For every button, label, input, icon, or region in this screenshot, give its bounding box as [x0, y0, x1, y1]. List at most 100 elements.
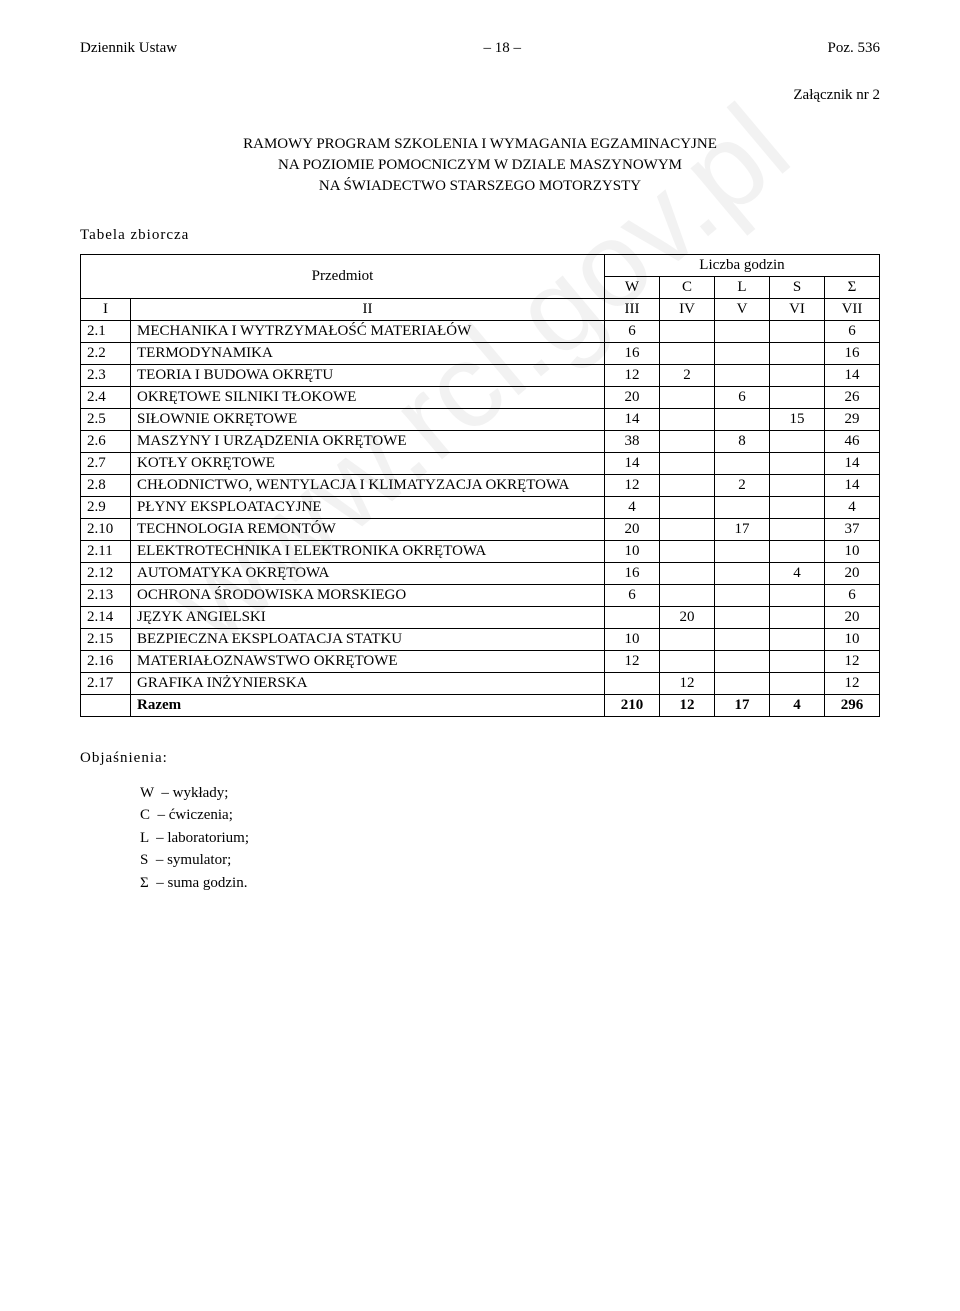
row-name: PŁYNY EKSPLOATACYJNE — [131, 497, 605, 519]
col-Sum: Σ — [825, 277, 880, 299]
table-row: 2.15BEZPIECZNA EKSPLOATACJA STATKU1010 — [81, 629, 880, 651]
row-Sum: 16 — [825, 343, 880, 365]
razem-label: Razem — [131, 695, 605, 717]
idx-V: V — [715, 299, 770, 321]
row-name: TEORIA I BUDOWA OKRĘTU — [131, 365, 605, 387]
row-C — [660, 409, 715, 431]
row-S — [770, 541, 825, 563]
header-przedmiot: Przedmiot — [81, 255, 605, 299]
explanations: Objaśnienia: W – wykłady; C – ćwiczenia;… — [80, 747, 880, 894]
row-W: 12 — [605, 365, 660, 387]
table-row: 2.7KOTŁY OKRĘTOWE1414 — [81, 453, 880, 475]
row-Sum: 46 — [825, 431, 880, 453]
row-num: 2.2 — [81, 343, 131, 365]
row-C — [660, 475, 715, 497]
row-num: 2.8 — [81, 475, 131, 497]
row-S — [770, 629, 825, 651]
row-C — [660, 431, 715, 453]
header-right: Poz. 536 — [828, 40, 881, 57]
title-line-2: NA POZIOMIE POMOCNICZYM W DZIALE MASZYNO… — [80, 155, 880, 176]
row-Sum: 20 — [825, 607, 880, 629]
row-C — [660, 321, 715, 343]
row-C — [660, 497, 715, 519]
row-L — [715, 607, 770, 629]
row-name: CHŁODNICTWO, WENTYLACJA I KLIMATYZACJA O… — [131, 475, 605, 497]
table-row: 2.10TECHNOLOGIA REMONTÓW201737 — [81, 519, 880, 541]
row-L: 17 — [715, 519, 770, 541]
page-header: Dziennik Ustaw – 18 – Poz. 536 — [80, 40, 880, 57]
row-C — [660, 343, 715, 365]
row-C — [660, 387, 715, 409]
table-row: 2.12AUTOMATYKA OKRĘTOWA16420 — [81, 563, 880, 585]
razem-Sum: 296 — [825, 695, 880, 717]
idx-IV: IV — [660, 299, 715, 321]
table-row: 2.13OCHRONA ŚRODOWISKA MORSKIEGO66 — [81, 585, 880, 607]
row-L: 8 — [715, 431, 770, 453]
row-Sum: 14 — [825, 453, 880, 475]
explanation-item: L – laboratorium; — [140, 827, 880, 850]
row-C: 2 — [660, 365, 715, 387]
table-row: 2.5SIŁOWNIE OKRĘTOWE141529 — [81, 409, 880, 431]
row-S — [770, 431, 825, 453]
idx-VI: VI — [770, 299, 825, 321]
row-num: 2.15 — [81, 629, 131, 651]
row-L — [715, 673, 770, 695]
row-Sum: 26 — [825, 387, 880, 409]
row-S: 4 — [770, 563, 825, 585]
row-W: 20 — [605, 387, 660, 409]
row-L — [715, 541, 770, 563]
row-W: 16 — [605, 343, 660, 365]
explanation-item: C – ćwiczenia; — [140, 804, 880, 827]
table-row-total: Razem21012174296 — [81, 695, 880, 717]
row-C — [660, 453, 715, 475]
row-L — [715, 585, 770, 607]
row-L — [715, 453, 770, 475]
row-name: OKRĘTOWE SILNIKI TŁOKOWE — [131, 387, 605, 409]
row-Sum: 10 — [825, 629, 880, 651]
row-num: 2.16 — [81, 651, 131, 673]
row-L — [715, 343, 770, 365]
table-row: 2.3TEORIA I BUDOWA OKRĘTU12214 — [81, 365, 880, 387]
row-num: 2.14 — [81, 607, 131, 629]
row-S — [770, 607, 825, 629]
row-W: 14 — [605, 409, 660, 431]
row-name: AUTOMATYKA OKRĘTOWA — [131, 563, 605, 585]
row-S — [770, 453, 825, 475]
row-W: 38 — [605, 431, 660, 453]
row-S: 15 — [770, 409, 825, 431]
idx-III: III — [605, 299, 660, 321]
row-num: 2.7 — [81, 453, 131, 475]
row-S — [770, 387, 825, 409]
row-W: 4 — [605, 497, 660, 519]
row-L — [715, 563, 770, 585]
row-C: 20 — [660, 607, 715, 629]
row-S — [770, 365, 825, 387]
row-name: ELEKTROTECHNIKA I ELEKTRONIKA OKRĘTOWA — [131, 541, 605, 563]
razem-L: 17 — [715, 695, 770, 717]
row-Sum: 14 — [825, 475, 880, 497]
explanation-item: W – wykłady; — [140, 782, 880, 805]
explanations-title: Objaśnienia: — [80, 747, 880, 770]
row-Sum: 12 — [825, 673, 880, 695]
row-Sum: 6 — [825, 585, 880, 607]
table-row: 2.17GRAFIKA INŻYNIERSKA1212 — [81, 673, 880, 695]
row-num: 2.10 — [81, 519, 131, 541]
row-name: BEZPIECZNA EKSPLOATACJA STATKU — [131, 629, 605, 651]
row-Sum: 4 — [825, 497, 880, 519]
row-num: 2.4 — [81, 387, 131, 409]
table-row: 2.14JĘZYK ANGIELSKI2020 — [81, 607, 880, 629]
row-W: 6 — [605, 585, 660, 607]
row-Sum: 12 — [825, 651, 880, 673]
row-C — [660, 563, 715, 585]
header-left: Dziennik Ustaw — [80, 40, 177, 57]
row-C — [660, 629, 715, 651]
row-L — [715, 321, 770, 343]
header-liczba-godzin: Liczba godzin — [605, 255, 880, 277]
table-row: 2.9PŁYNY EKSPLOATACYJNE44 — [81, 497, 880, 519]
table-row: 2.6MASZYNY I URZĄDZENIA OKRĘTOWE38846 — [81, 431, 880, 453]
explanation-item: Σ – suma godzin. — [140, 872, 880, 895]
summary-table: Przedmiot Liczba godzin W C L S Σ I II I… — [80, 254, 880, 717]
row-C — [660, 519, 715, 541]
row-Sum: 29 — [825, 409, 880, 431]
document-title: RAMOWY PROGRAM SZKOLENIA I WYMAGANIA EGZ… — [80, 134, 880, 197]
